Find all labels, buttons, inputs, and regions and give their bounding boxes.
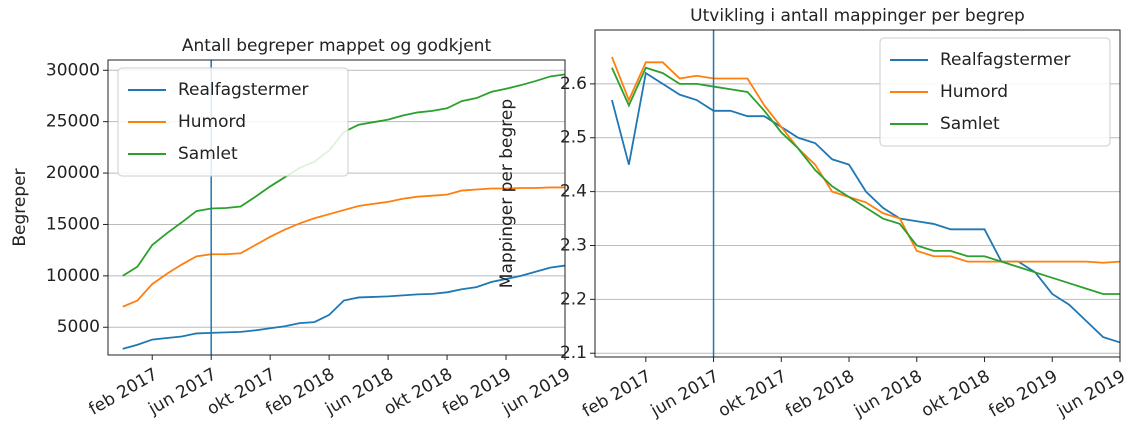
legend-box xyxy=(117,67,349,177)
data-line xyxy=(611,66,1120,295)
legend-label: Samlet xyxy=(940,114,1000,134)
chart-title: Utvikling i antall mappinger per begrep xyxy=(690,6,1025,26)
y-tick-label: 2.5 xyxy=(560,128,587,148)
x-tick-label: feb 2019 xyxy=(986,366,1062,421)
x-tick-label: jun 2019 xyxy=(1053,366,1129,421)
y-tick-label: 2.3 xyxy=(560,235,587,255)
y-tick-label: 15000 xyxy=(46,214,100,234)
data-line xyxy=(122,264,566,350)
legend-label: Humord xyxy=(940,82,1008,102)
y-tick-label: 2.1 xyxy=(560,343,587,363)
y-tick-label: 2.6 xyxy=(560,74,587,94)
x-tick-label: okt 2017 xyxy=(715,366,790,421)
y-axis-label: Mappinger per begrep xyxy=(497,99,517,288)
y-tick-label: 2.4 xyxy=(560,182,587,202)
legend-label: Samlet xyxy=(178,144,238,164)
x-tick-label: feb 2018 xyxy=(782,366,858,421)
y-tick-label: 5000 xyxy=(57,317,100,337)
chart-title: Antall begreper mappet og godkjent xyxy=(182,36,492,56)
y-tick-label: 2.2 xyxy=(560,289,587,309)
legend-label: Humord xyxy=(178,112,246,132)
legend-label: Realfagstermer xyxy=(178,80,309,100)
x-tick-label: jun 2018 xyxy=(850,366,926,421)
y-tick-label: 25000 xyxy=(46,112,100,132)
y-axis-label: Begreper xyxy=(10,168,30,246)
x-tick-label: feb 2017 xyxy=(579,366,655,421)
x-tick-label: okt 2018 xyxy=(918,366,993,421)
data-line xyxy=(611,56,1121,264)
x-tick-label: jun 2017 xyxy=(647,366,723,421)
y-tick-label: 10000 xyxy=(46,266,100,286)
plot-frame xyxy=(107,59,566,356)
legend-box xyxy=(879,37,1111,147)
y-tick-label: 20000 xyxy=(46,163,100,183)
plot-frame xyxy=(594,29,1121,358)
legend-label: Realfagstermer xyxy=(940,50,1071,70)
data-line xyxy=(122,186,565,308)
y-tick-label: 30000 xyxy=(46,60,100,80)
